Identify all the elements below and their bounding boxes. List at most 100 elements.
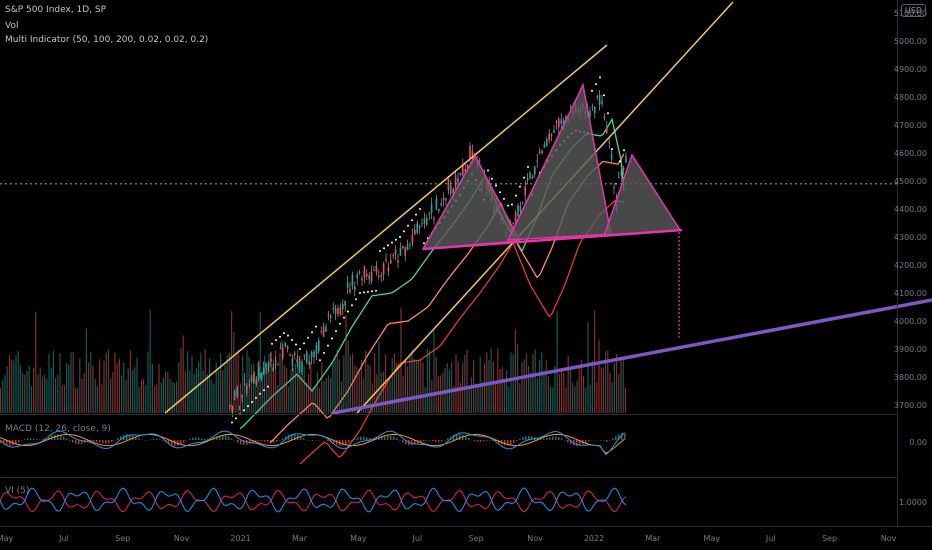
- sar-dot: [415, 213, 417, 216]
- macd-histogram-bar: [435, 440, 437, 442]
- volume-bar: [15, 355, 17, 413]
- candle: [236, 385, 238, 399]
- volume-bar: [435, 356, 437, 413]
- candle-body: [361, 278, 363, 281]
- macd-histogram-bar: [93, 440, 95, 442]
- candle: [274, 356, 277, 369]
- candle: [608, 138, 610, 149]
- volume-bar: [195, 368, 197, 413]
- volume-legend[interactable]: Vol: [5, 21, 19, 31]
- candle-body: [351, 274, 354, 286]
- volume-bar: [402, 375, 404, 413]
- volume-bar: [534, 349, 536, 413]
- volume-bar: [268, 353, 270, 413]
- volume-bar: [178, 362, 180, 413]
- sar-dot: [507, 204, 509, 207]
- candle-body: [327, 314, 330, 317]
- volume-bar: [624, 387, 626, 413]
- candle: [435, 194, 438, 211]
- macd-histogram-bar: [516, 440, 518, 441]
- candle-body: [373, 269, 375, 271]
- vortex-legend[interactable]: VI (5): [5, 486, 30, 496]
- volume-bar: [501, 366, 503, 413]
- volume-bar: [272, 359, 274, 413]
- volume-bar: [585, 387, 587, 413]
- drawings[interactable]: [0, 1, 932, 415]
- volume-bar: [8, 355, 10, 413]
- indicator-legend[interactable]: Multi Indicator (50, 100, 200, 0.02, 0.0…: [5, 35, 209, 45]
- candle-body: [478, 160, 481, 161]
- candle: [558, 116, 560, 135]
- candle: [248, 379, 250, 389]
- macd-histogram-bar: [60, 435, 62, 440]
- volume-bar: [316, 371, 318, 413]
- currency-badge[interactable]: USD: [900, 4, 926, 17]
- candle-body: [284, 342, 286, 347]
- candle: [538, 147, 541, 155]
- macd-histogram-bar: [237, 440, 239, 443]
- volume-bar: [94, 379, 96, 413]
- volume-bar: [121, 375, 123, 413]
- candle: [258, 360, 260, 382]
- candle: [442, 192, 445, 207]
- candle: [267, 361, 270, 373]
- candle-body: [531, 176, 534, 179]
- candle: [601, 94, 603, 107]
- candle-body: [608, 141, 610, 144]
- volume-bar: [59, 352, 61, 413]
- volume-bar: [138, 387, 140, 413]
- candle: [517, 203, 519, 218]
- candle-body: [241, 394, 243, 398]
- candle: [546, 137, 548, 147]
- volume-bar: [607, 350, 609, 413]
- macd-histogram-bar: [207, 438, 209, 440]
- volume-bar: [618, 374, 620, 413]
- macd-legend[interactable]: MACD (12, 26, close, 9): [5, 424, 111, 434]
- volume-bar: [407, 366, 409, 413]
- chart-title[interactable]: S&P 500 Index, 1D, SP: [5, 5, 107, 15]
- candle: [306, 349, 308, 364]
- volume-bar: [74, 387, 76, 413]
- candle: [349, 282, 351, 294]
- volume-bar: [343, 355, 345, 413]
- volume-bar: [580, 360, 582, 413]
- macd-histogram-bar: [282, 438, 284, 440]
- candle: [294, 350, 296, 360]
- candle-body: [354, 286, 356, 291]
- volume-bar: [611, 382, 613, 413]
- volume-bar: [92, 365, 94, 413]
- volume-bar: [455, 354, 457, 413]
- macd-histogram-bar: [168, 440, 170, 445]
- candle: [541, 149, 543, 155]
- macd-histogram-bar: [354, 438, 356, 440]
- macd-histogram-bar: [621, 432, 623, 440]
- volume-bar: [2, 379, 4, 413]
- macd-histogram-bar: [183, 440, 185, 443]
- price-candles: [229, 90, 627, 417]
- volume-bar: [35, 311, 37, 413]
- sar-dot: [267, 385, 269, 388]
- volume-bar: [158, 363, 160, 413]
- sar-dot: [327, 344, 329, 347]
- price-tick-label: 3800.00: [894, 373, 927, 382]
- volume-bar: [297, 349, 299, 413]
- volume-bar: [151, 364, 153, 413]
- macd-histogram-bar: [561, 438, 563, 440]
- volume-bar: [292, 367, 294, 413]
- volume-bar: [418, 359, 420, 413]
- candle-body: [442, 197, 445, 200]
- volume-bar: [602, 367, 604, 413]
- sar-dot: [603, 94, 605, 97]
- volume-bar: [499, 368, 501, 413]
- volume-bar: [596, 381, 598, 413]
- volume-bar: [420, 360, 422, 413]
- macd-histogram-bar: [405, 440, 407, 445]
- volume-bar: [519, 383, 521, 413]
- candle-body: [313, 351, 315, 358]
- vi-plus-line: [0, 487, 627, 513]
- volume-bar: [182, 335, 184, 413]
- macd-histogram-bar: [384, 436, 386, 440]
- candle-body: [378, 276, 380, 278]
- candle-body: [394, 249, 397, 255]
